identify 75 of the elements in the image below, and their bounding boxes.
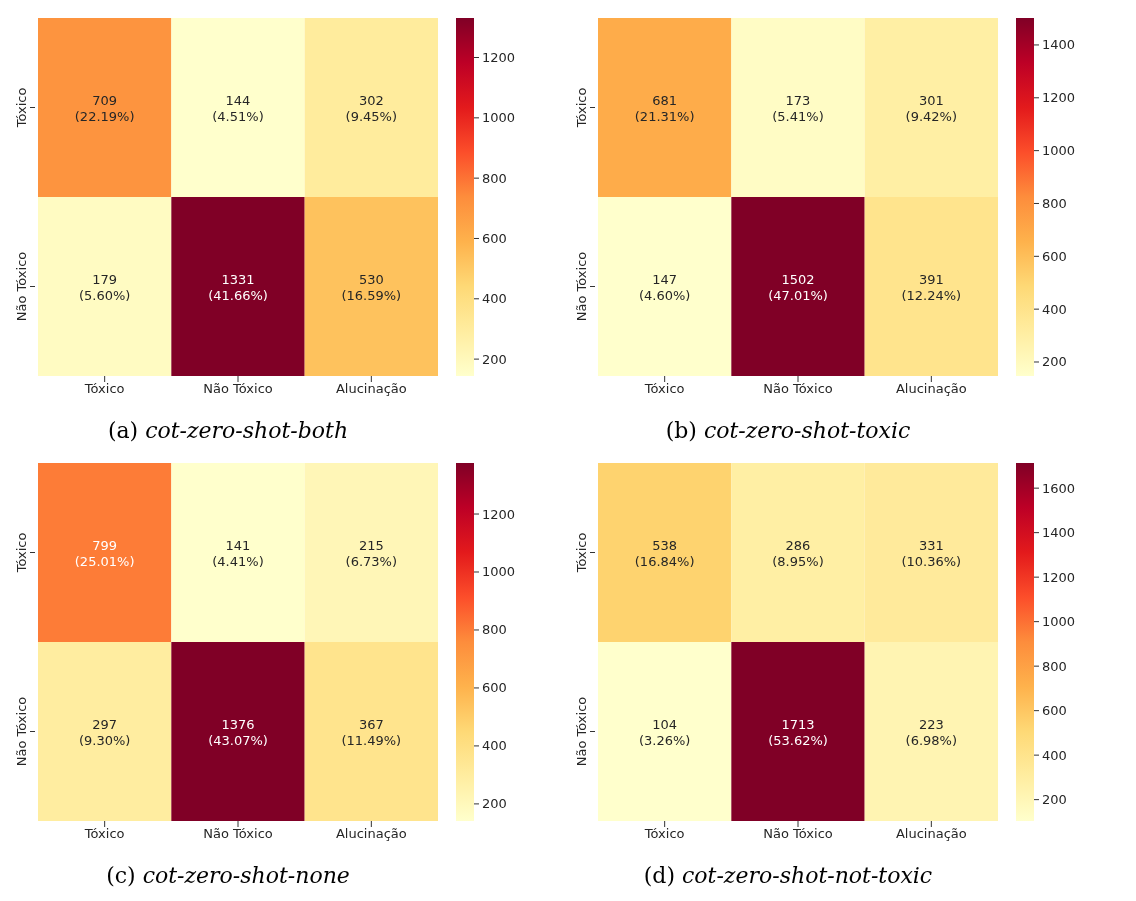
data-label: 1331 (41.66%)	[208, 271, 268, 302]
data-label: 331 (10.36%)	[901, 537, 962, 568]
x-tick-label: Alucinação	[335, 381, 407, 397]
y-tick-label: Tóxico	[14, 532, 29, 574]
x-tick-label: Alucinação	[895, 381, 967, 397]
data-label: 302 (9.45%)	[345, 92, 398, 123]
x-tick-label: Tóxico	[643, 381, 685, 397]
data-label: 215 (6.73%)	[345, 537, 398, 568]
data-label: 1713 (53.62%)	[768, 716, 828, 747]
data-label: 799 (25.01%)	[74, 537, 135, 568]
color-bar-label: 200	[1042, 354, 1067, 370]
color-bar-label: 1000	[482, 564, 516, 580]
data-label: 141 (4.41%)	[212, 537, 264, 568]
color-bar-label: 1400	[1042, 37, 1076, 53]
y-tick-label: Tóxico	[574, 532, 589, 574]
text: (d) cot-zero-shot-not-toxic	[643, 863, 933, 888]
color-bar-label: 800	[1042, 195, 1067, 211]
color-bar-label: 1600	[1042, 480, 1076, 496]
x-tick-label: Tóxico	[83, 381, 125, 397]
color-bar-label: 600	[482, 680, 507, 696]
color-bar-label: 400	[1042, 747, 1067, 763]
x-tick-label: Alucinação	[895, 826, 967, 842]
color-bar-label: 1200	[1042, 569, 1076, 585]
color-bar-label: 200	[482, 796, 507, 812]
data-label: 367 (11.49%)	[341, 716, 402, 747]
data-label: 709 (22.19%)	[74, 92, 135, 123]
data-label: 530 (16.59%)	[341, 271, 402, 302]
data-label: 286 (8.95%)	[772, 537, 824, 568]
color-bar-label: 600	[482, 230, 507, 246]
text: (c) cot-zero-shot-none	[106, 863, 350, 888]
y-tick-label: Não Tóxico	[14, 696, 29, 767]
text: (a) cot-zero-shot-both	[107, 418, 349, 443]
data-label: 144 (4.51%)	[212, 92, 264, 123]
y-tick-label: Não Tóxico	[574, 251, 589, 322]
color-bar-label: 1000	[1042, 614, 1076, 630]
x-tick-label: Não Tóxico	[203, 381, 273, 397]
y-tick-label: Não Tóxico	[14, 251, 29, 322]
data-label: 179 (5.60%)	[78, 271, 131, 302]
text: (b) cot-zero-shot-toxic	[665, 418, 911, 443]
data-label: 297 (9.30%)	[78, 716, 131, 747]
color-bar-label: 200	[1042, 792, 1067, 808]
data-label: 104 (3.26%)	[638, 716, 691, 747]
data-label: 538 (16.84%)	[634, 537, 695, 568]
color-bar-label: 400	[482, 738, 507, 754]
color-bar-label: 400	[482, 291, 507, 307]
data-label: 1376 (43.07%)	[208, 716, 268, 747]
color-bar-label: 200	[482, 351, 507, 367]
color-bar-label: 800	[482, 170, 507, 186]
color-bar-label: 1200	[1042, 90, 1076, 106]
x-tick-label: Não Tóxico	[763, 826, 833, 842]
color-bar-label: 400	[1042, 301, 1067, 317]
data-label: 147 (4.60%)	[638, 271, 691, 302]
data-label: 301 (9.42%)	[905, 92, 958, 123]
data-label: 391 (12.24%)	[901, 271, 962, 302]
data-label: 173 (5.41%)	[772, 92, 824, 123]
data-label: 1502 (47.01%)	[768, 271, 828, 302]
color-bar-label: 1400	[1042, 525, 1076, 541]
x-tick-label: Tóxico	[83, 826, 125, 842]
color-bar-label: 600	[1042, 703, 1067, 719]
color-bar-label: 600	[1042, 248, 1067, 264]
color-bar-label: 1200	[482, 50, 516, 66]
color-bar-label: 1200	[482, 506, 516, 522]
color-bar-label: 800	[482, 622, 507, 638]
y-tick-label: Tóxico	[14, 87, 29, 129]
data-label: 223 (6.98%)	[905, 716, 958, 747]
y-tick-label: Não Tóxico	[574, 696, 589, 767]
color-bar-label: 1000	[482, 110, 516, 126]
color-bar-label: 800	[1042, 658, 1067, 674]
data-label: 681 (21.31%)	[634, 92, 695, 123]
x-tick-label: Não Tóxico	[203, 826, 273, 842]
x-tick-label: Tóxico	[643, 826, 685, 842]
x-tick-label: Alucinação	[335, 826, 407, 842]
color-bar-label: 1000	[1042, 143, 1076, 159]
x-tick-label: Não Tóxico	[763, 381, 833, 397]
y-tick-label: Tóxico	[574, 87, 589, 129]
